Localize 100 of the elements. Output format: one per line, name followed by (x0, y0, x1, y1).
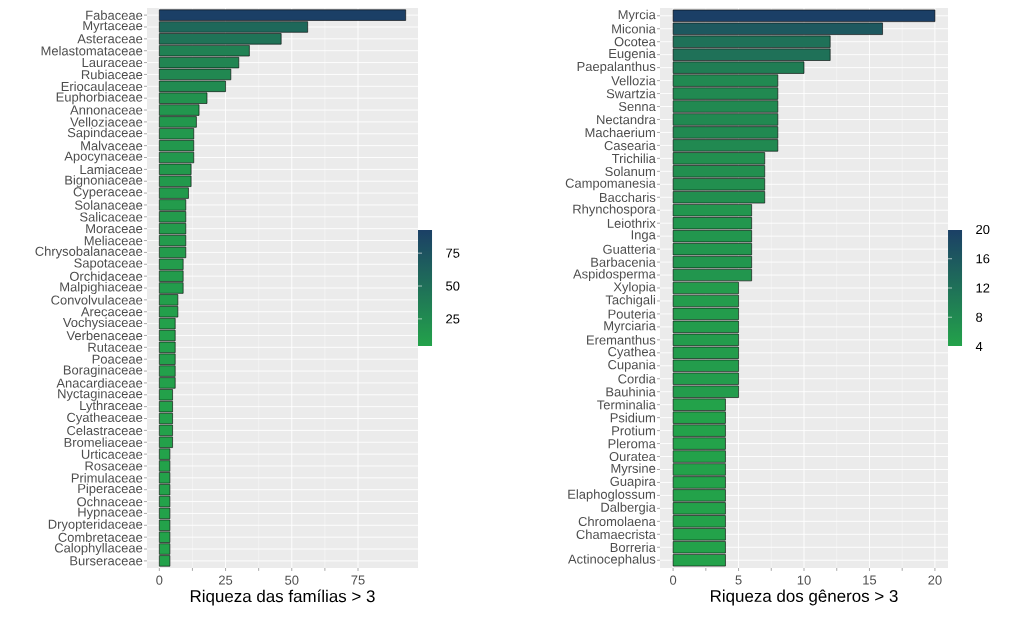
y-tick-label: Cyatheaceae (67, 412, 143, 425)
y-tick-label: Chromolaena (578, 516, 656, 527)
y-tick-label: Chrysobalanaceae (35, 246, 143, 259)
y-tick-label: Pouteria (608, 309, 656, 319)
y-tick-label: Dryopteridaceae (48, 519, 143, 532)
y-tick-label: Eremanthus (587, 335, 656, 345)
y-tick-label: Cyathea (608, 346, 656, 359)
color-bar-label: 8 (976, 312, 983, 322)
y-tick-label: Celastraceae (67, 425, 143, 436)
y-tick-label: Sapotaceae (74, 258, 143, 271)
x-tick-label: 0 (156, 575, 163, 585)
y-tick-label: Combretaceae (58, 532, 143, 542)
y-tick-label: Cupania (608, 359, 656, 372)
y-tick-label: Asteraceae (77, 34, 143, 44)
y-tick-label: Myrsine (611, 463, 656, 476)
y-tick-label: Actinocephalus (568, 554, 656, 567)
x-tick-label: 25 (219, 575, 233, 585)
y-tick-label: Fabaceae (86, 10, 143, 20)
y-tick-label: Lamiaceae (80, 164, 143, 175)
x-tick-label: 15 (863, 575, 877, 585)
y-tick-label: Vochysiaceae (62, 317, 143, 330)
x-tick-label: 5 (735, 575, 742, 585)
y-tick-label: Convolvulaceae (51, 295, 143, 305)
y-tick-label: Tachigali (605, 294, 655, 307)
y-tick-label: Xylopia (613, 281, 656, 295)
y-tick-label: Guatteria (603, 244, 656, 254)
y-tick-label: Rubiaceae (81, 69, 143, 80)
y-tick-label: Cyperaceae (73, 187, 143, 199)
y-tick-label: Orchidaceae (69, 271, 143, 281)
y-tick-label: Calophyllaceae (54, 542, 143, 556)
x-tick-label: 50 (285, 575, 299, 585)
y-tick-label: Solanaceae (74, 200, 143, 210)
y-tick-label: Ouratea (609, 451, 656, 462)
y-tick-label: Nectandra (597, 114, 656, 125)
y-tick-label: Eugenia (609, 48, 656, 61)
y-tick-label: Boraginaceae (63, 365, 143, 378)
y-tick-label: Bignoniaceae (65, 175, 143, 188)
y-tick-label: Sapindaceae (67, 127, 143, 140)
y-tick-label: Myrcia (618, 9, 656, 22)
y-tick-label: Meliaceae (84, 235, 143, 246)
y-tick-label: Baccharis (600, 192, 656, 203)
color-bar-label: 75 (446, 248, 460, 258)
y-tick-label: Dalbergia (601, 502, 656, 515)
y-tick-label: Apocynaceae (64, 151, 143, 164)
y-tick-label: Urticaceae (81, 449, 143, 459)
y-tick-label: Melastomataceae (41, 45, 143, 56)
y-tick-label: Terminalia (597, 399, 656, 410)
y-tick-label: Ocotea (614, 37, 656, 47)
color-bar-label: 16 (976, 254, 990, 264)
x-axis-title: Riqueza dos gêneros > 3 (711, 589, 898, 606)
y-tick-label: Annonaceae (70, 105, 143, 115)
y-tick-label: Barbacenia (591, 257, 656, 267)
y-tick-label: Protium (612, 425, 655, 436)
y-tick-label: Burseraceae (70, 556, 143, 566)
y-tick-label: Machaerium (585, 127, 655, 138)
y-tick-label: Campomanesia (565, 178, 656, 191)
y-tick-label: Rhynchospora (573, 204, 656, 217)
y-tick-label: Chamaecrista (576, 529, 656, 540)
y-tick-label: Solanum (605, 166, 655, 177)
y-tick-label: Senna (618, 101, 656, 112)
y-tick-label: Anacardiaceae (56, 378, 143, 388)
y-tick-label: Cordia (618, 373, 656, 384)
y-tick-label: Casearia (604, 140, 656, 151)
y-tick-label: Moraceae (86, 224, 143, 234)
y-tick-label: Poaceae (92, 354, 143, 364)
y-tick-label: Bromeliaceae (64, 437, 143, 447)
y-tick-label: Guapira (610, 476, 656, 489)
y-tick-label: Inga (631, 230, 656, 242)
y-tick-label: Hypnaceae (78, 507, 143, 520)
y-tick-label: Arecaceae (80, 307, 143, 317)
x-axis-title: Riqueza das famílias > 3 (190, 589, 375, 606)
y-tick-label: Paepalanthus (577, 61, 656, 74)
y-tick-label: Aspidosperma (573, 269, 656, 282)
y-tick-label: Nyctaginaceae (58, 388, 143, 401)
y-tick-label: Vellozia (611, 75, 656, 86)
color-bar-label: 25 (446, 314, 460, 324)
color-bar-label: 20 (976, 224, 990, 235)
y-tick-label: Rosaceae (85, 461, 143, 471)
y-tick-label: Malpighiaceae (60, 281, 143, 295)
y-tick-label: Ochnaceae (77, 496, 143, 507)
y-tick-label: Piperaceae (78, 483, 143, 496)
y-tick-label: Bauhinia (606, 386, 656, 397)
y-tick-label: Rutaceae (88, 342, 143, 352)
x-tick-label: 75 (351, 575, 365, 585)
y-tick-label: Malvaceae (81, 140, 143, 151)
y-tick-label: Trichilia (611, 153, 656, 164)
y-tick-label: Leiothrix (607, 218, 656, 228)
y-tick-label: Miconia (612, 23, 656, 34)
y-tick-label: Eriocaulaceae (61, 81, 143, 92)
x-tick-label: 20 (928, 575, 942, 585)
color-bar-label: 50 (446, 281, 460, 291)
x-tick-label: 0 (670, 575, 677, 585)
y-tick-label: Pleroma (608, 438, 656, 449)
y-tick-label: Lythraceae (80, 400, 143, 413)
y-tick-label: Elaphoglossum (568, 489, 655, 502)
y-tick-label: Lauraceae (82, 58, 143, 68)
y-tick-label: Verbenaceae (66, 330, 143, 341)
y-tick-label: Primulaceae (71, 473, 143, 483)
y-tick-label: Borreria (610, 542, 656, 553)
y-tick-label: Velloziaceae (70, 117, 143, 127)
